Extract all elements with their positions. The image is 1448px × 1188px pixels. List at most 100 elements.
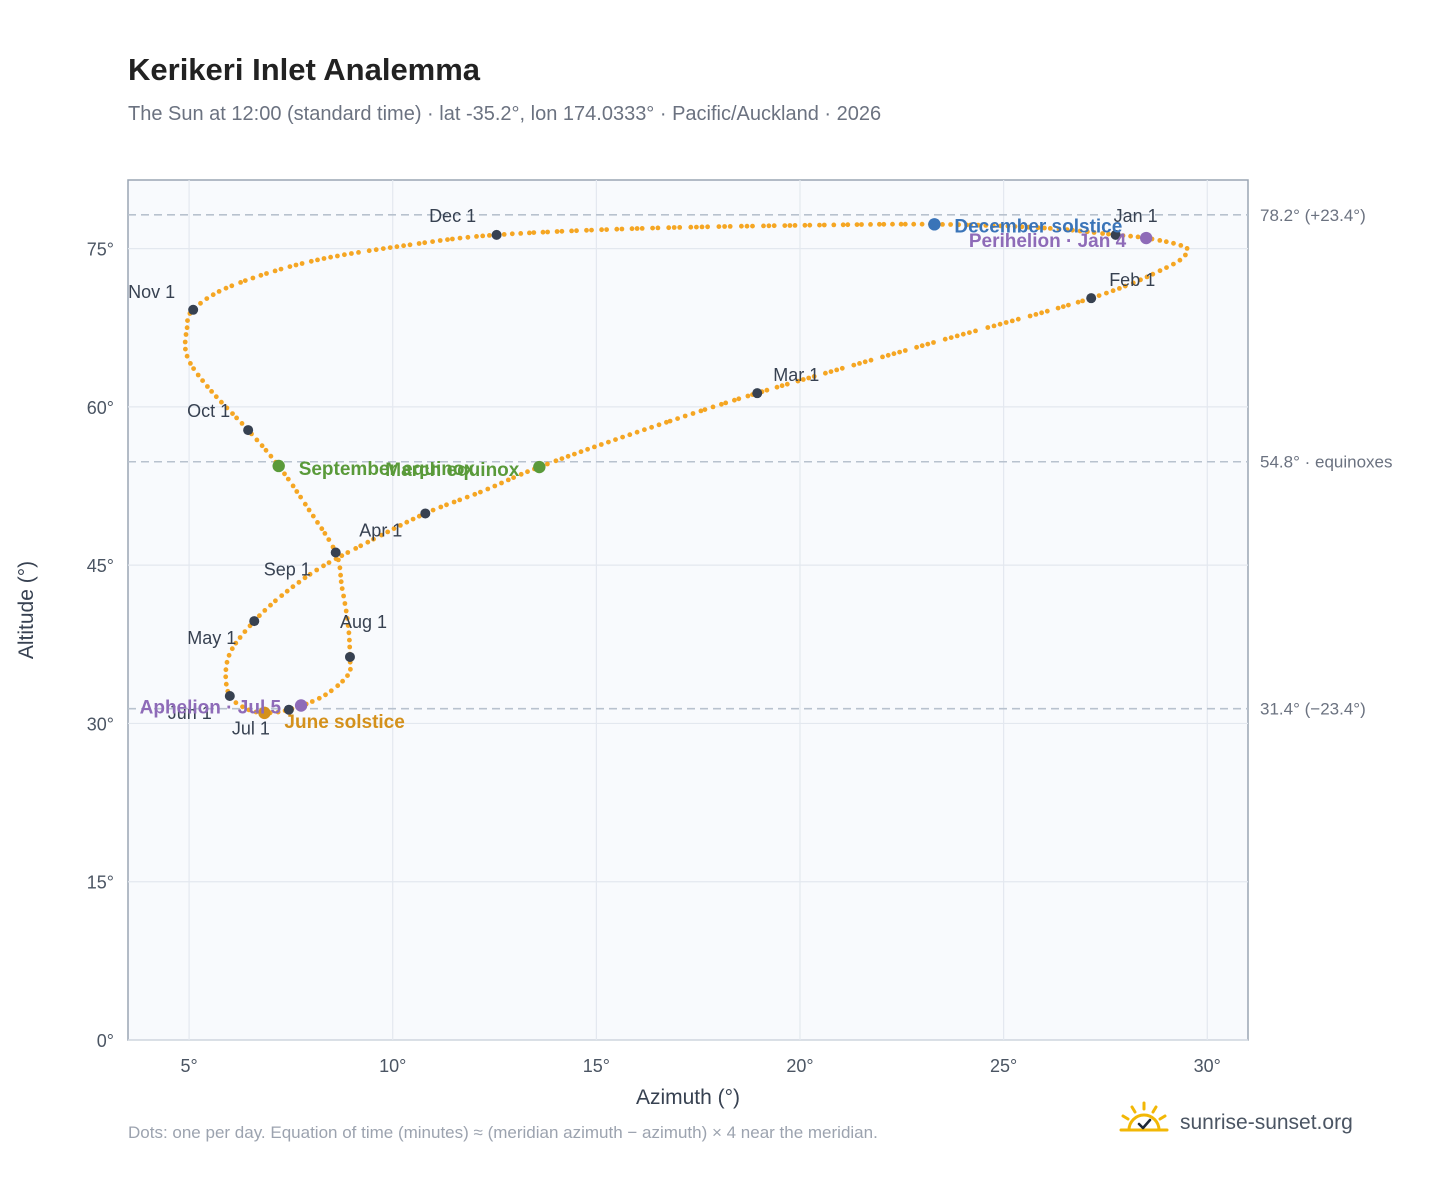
month-marker-label: May 1 [187, 628, 236, 648]
analemma-day-dot [1064, 227, 1070, 233]
analemma-day-dot [1026, 224, 1031, 230]
analemma-day-dot [699, 224, 705, 230]
analemma-day-dot [613, 437, 618, 442]
analemma-day-dot [336, 557, 341, 563]
analemma-day-dot [634, 429, 640, 435]
analemma-day-dot [302, 575, 308, 581]
analemma-day-dot [745, 393, 751, 399]
brand[interactable]: sunrise-sunset.org [1118, 1100, 1353, 1145]
month-marker-label: Jun 1 [168, 703, 212, 723]
analemma-day-dot [639, 226, 645, 231]
analemma-day-dot [365, 539, 371, 545]
analemma-day-dot [518, 471, 524, 477]
analemma-day-dot [540, 229, 546, 235]
month-marker-dot [1086, 293, 1097, 304]
analemma-day-dot [598, 442, 604, 447]
analemma-day-dot [338, 572, 343, 578]
analemma-day-dot [948, 222, 953, 227]
analemma-day-dot [296, 579, 302, 585]
analemma-day-dot [242, 278, 248, 283]
analemma-day-dot [885, 352, 891, 358]
month-marker-label: Apr 1 [359, 520, 402, 540]
analemma-day-dot [919, 343, 925, 349]
analemma-day-dot [316, 695, 322, 701]
analemma-day-dot [1003, 320, 1009, 325]
analemma-day-dot [273, 598, 278, 604]
y-axis-label: Altitude (°) [15, 561, 38, 659]
analemma-day-dot [366, 248, 372, 254]
analemma-day-dot [998, 223, 1004, 229]
analemma-day-dot [1044, 308, 1050, 314]
event-marker-label: September equinox [299, 459, 476, 480]
analemma-day-dot [649, 424, 654, 430]
analemma-day-dot [677, 225, 683, 230]
analemma-day-dot [666, 225, 672, 231]
analemma-day-dot [1117, 286, 1122, 291]
analemma-day-dot [450, 236, 455, 242]
analemma-day-dot [1091, 230, 1097, 235]
analemma-day-dot [348, 666, 353, 672]
analemma-day-dot [589, 227, 594, 233]
analemma-day-dot [1042, 225, 1047, 231]
analemma-day-dot [942, 336, 948, 342]
analemma-day-dot [1135, 234, 1141, 240]
analemma-day-dot [667, 418, 673, 424]
analemma-day-dot [480, 233, 486, 239]
y-tick-label: 30° [87, 714, 114, 734]
x-tick-label: 25° [990, 1056, 1017, 1076]
analemma-day-dot [1033, 312, 1039, 317]
analemma-day-dot [191, 366, 197, 371]
analemma-day-dot [807, 222, 813, 228]
analemma-day-dot [337, 565, 343, 571]
analemma-day-dot [323, 692, 328, 698]
analemma-day-dot [584, 227, 589, 233]
analemma-day-dot [859, 222, 864, 227]
analemma-day-dot [230, 411, 235, 416]
analemma-day-dot [345, 623, 351, 628]
analemma-day-dot [416, 513, 422, 519]
analemma-day-dot [349, 251, 354, 256]
x-tick-label: 5° [180, 1056, 197, 1076]
analemma-day-dot [242, 629, 248, 634]
analemma-day-dot [407, 242, 413, 248]
reference-line-label: 78.2° (+23.4°) [1260, 206, 1366, 225]
month-marker-label: Oct 1 [187, 401, 230, 421]
month-marker-label: Nov 1 [128, 282, 175, 302]
analemma-day-dot [990, 223, 996, 229]
analemma-day-dot [964, 222, 969, 228]
analemma-day-dot [307, 571, 313, 577]
analemma-day-dot [464, 494, 470, 500]
analemma-day-dot [606, 439, 611, 445]
analemma-day-dot [834, 367, 840, 373]
analemma-day-dot [457, 235, 463, 241]
analemma-day-dot [682, 413, 688, 419]
x-tick-label: 15° [583, 1056, 610, 1076]
month-marker-dot [249, 616, 260, 627]
analemma-day-dot [263, 447, 269, 453]
analemma-day-dot [1163, 239, 1169, 245]
analemma-day-dot [213, 394, 219, 400]
analemma-day-dot [290, 483, 296, 489]
analemma-day-dot [569, 228, 574, 234]
analemma-day-dot [184, 325, 190, 331]
analemma-day-dot [1110, 288, 1116, 294]
analemma-day-dot [257, 613, 262, 619]
analemma-day-dot [868, 222, 873, 227]
analemma-day-dot [356, 250, 361, 255]
analemma-day-dot [223, 285, 229, 291]
analemma-day-dot [919, 221, 925, 227]
analemma-day-dot [891, 351, 897, 357]
analemma-day-dot [268, 453, 274, 459]
analemma-day-dot [185, 318, 190, 323]
y-tick-label: 15° [87, 873, 114, 893]
grid-lines [128, 180, 1248, 1041]
month-marker-dot [344, 651, 355, 662]
analemma-day-dot [184, 353, 190, 359]
analemma-day-dot [287, 264, 293, 269]
analemma-day-dot [967, 330, 972, 335]
analemma-day-dot [342, 601, 348, 606]
analemma-day-dot [237, 635, 243, 640]
analemma-day-dot [779, 383, 785, 389]
analemma-day-dot [259, 443, 265, 449]
analemma-day-dot [335, 683, 341, 689]
